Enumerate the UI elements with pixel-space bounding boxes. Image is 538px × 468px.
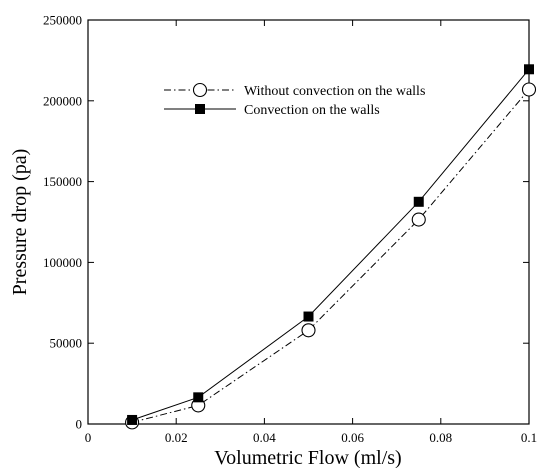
x-tick-label: 0 xyxy=(85,430,92,445)
data-point-circle xyxy=(411,212,426,227)
y-tick-label: 150000 xyxy=(43,174,82,189)
x-tick-label: 0.08 xyxy=(429,430,452,445)
y-tick-label: 250000 xyxy=(43,13,82,28)
y-tick-label: 50000 xyxy=(50,336,83,351)
legend-marker-filled-square xyxy=(195,104,205,114)
legend-label-convection: Convection on the walls xyxy=(244,103,380,118)
data-point-square xyxy=(303,311,314,322)
plot-frame xyxy=(87,19,530,425)
data-point-square xyxy=(127,414,138,425)
data-point-square xyxy=(413,196,424,207)
data-point-square xyxy=(193,392,204,403)
data-point-square xyxy=(524,64,534,75)
series-line-1 xyxy=(131,68,530,421)
axis-ticks: 0 0.02 0.04 0.06 0.08 0.1 0 50000 100000 150000 20… xyxy=(43,13,537,446)
legend-label-without-convection: Without convection on the walls xyxy=(244,84,425,99)
legend: Without convection on the walls Convecti… xyxy=(164,82,425,118)
y-tick-label: 0 xyxy=(76,417,83,432)
y-tick-label: 200000 xyxy=(43,93,82,108)
x-tick-label: 0.06 xyxy=(341,430,364,445)
y-axis-label: Pressure drop (pa) xyxy=(9,149,31,296)
series-layer xyxy=(125,64,537,430)
x-axis-label: Volumetric Flow (ml/s) xyxy=(214,447,401,468)
series-line-0 xyxy=(131,89,530,423)
x-tick-label: 0.04 xyxy=(253,430,276,445)
data-point-circle xyxy=(521,82,537,97)
x-tick-label: 0.1 xyxy=(521,430,537,445)
data-point-circle xyxy=(301,323,316,338)
y-tick-label: 100000 xyxy=(43,255,82,270)
x-tick-label: 0.02 xyxy=(165,430,188,445)
legend-marker-open-circle xyxy=(192,82,208,98)
